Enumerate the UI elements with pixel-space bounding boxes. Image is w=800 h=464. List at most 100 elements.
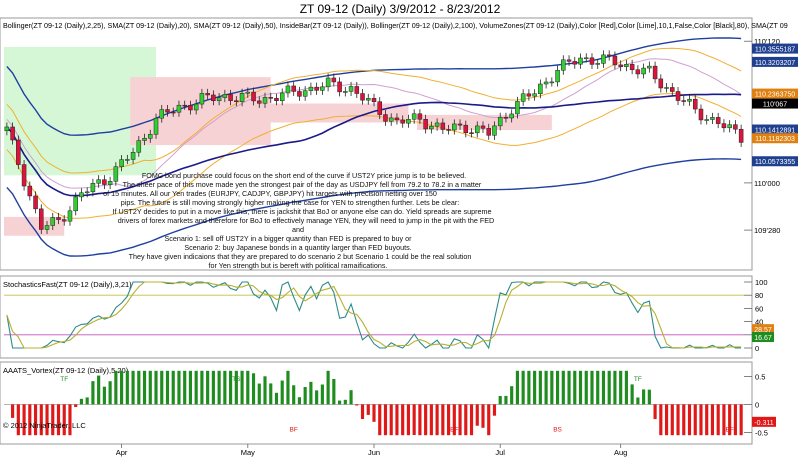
vortex-marker: BF [290,426,298,433]
stochastics-k-line [6,281,742,350]
candle-body [463,124,469,133]
annotation-line: of 15 minutes. All our Yen trades (EURJP… [103,189,437,198]
candle-body [268,97,274,99]
candle-body [532,93,537,97]
indicator-lines [6,37,742,257]
candle-body [56,217,61,220]
candle-body [61,219,67,222]
vortex-marker: BF [450,426,458,433]
candle-body [193,103,199,111]
candle-body [84,191,90,194]
candle-body [10,126,15,141]
volume-zone [4,216,65,236]
vortex-value-label: -0.311 [754,420,773,427]
candle-body [515,101,520,115]
candle-body [727,124,732,129]
price-tag-label: 110.3555187 [755,47,795,54]
price-panel: Bollinger(ZT 09-12 (Daily),2,25), SMA(ZT… [0,17,798,271]
volume-zones [4,46,552,236]
price-tag-label: 110.1182303 [755,136,795,143]
candle-body [411,113,417,120]
price-tick-label: 110'000 [754,179,780,188]
candle-body [216,97,222,101]
candle-body [50,217,56,226]
candle-body [555,70,560,83]
annotation-line: pips. The future is still moving strongl… [121,198,460,207]
candle-body [337,81,342,93]
candle-body [595,63,600,65]
time-tick-label: Aug [614,448,627,457]
candle-body [509,113,514,119]
stochastics-tick-label: 40 [755,318,763,327]
candle-body [721,123,727,129]
candle-body [228,94,233,101]
candle-body [354,86,360,94]
sma-20-line [6,58,742,189]
price-tags: 110.3555187 110.3203207 110.2363750 110'067… [752,43,798,167]
price-tag-label: 110.1412891 [755,128,795,135]
candle-body [234,100,239,102]
candle-body [314,86,319,91]
price-tag [752,43,798,54]
candle-body [274,98,279,102]
stochastics-title: StochasticsFast(ZT 09-12 (Daily),3,21) [3,280,132,289]
candle-body [561,59,566,71]
price-tag [752,133,798,144]
candle-body [331,77,337,83]
vortex-marker: TF [634,376,642,383]
candle-body [503,117,509,119]
vortex-panel: AAATS_Vortex(ZT 09-12 (Daily),5,20) TF TS… [0,361,776,445]
vortex-tick-label: -0.5 [755,428,768,437]
price-tag [752,56,798,67]
vortex-tick-label: 0.5 [755,372,765,381]
vortex-tick-label: 0 [755,400,759,409]
candle-body [388,117,394,122]
annotation-text: FOMC bond purchase could focus on the sh… [103,171,494,270]
candle-body [377,101,382,115]
candle-body [383,114,388,122]
candle-body [308,86,314,91]
candle-body [446,129,451,131]
candle-body [641,67,646,75]
candle-body [612,55,618,66]
price-tick-label: 110'120 [754,37,780,46]
candle-body [211,94,216,101]
price-tag [752,88,798,99]
candle-body [434,122,440,127]
candle-body [704,119,709,121]
annotation-line: They have given indicaions that they are… [129,252,472,261]
candle-body [366,98,371,101]
price-tag-label: 110.0573355 [755,159,795,166]
candle-body [497,117,503,127]
price-tag-label: 110'067 [763,102,787,109]
price-tag-label: 110.2363750 [755,92,795,99]
candle-body [113,166,119,182]
time-axis: Apr May Jun Jul Aug [116,444,627,457]
candle-body [520,93,526,102]
annotation-line: and [292,225,304,234]
candle-body [148,134,153,139]
volume-zone [417,114,552,130]
annotation-line: If UST2Y decides to put in a move like t… [112,207,491,216]
candle-body [480,125,486,129]
title-bar [0,0,800,17]
vortex-marker: BF [726,426,734,433]
price-axis: 110'120 110'000 109'280 [744,37,780,235]
volume-zone [130,77,271,146]
candle-body [417,113,423,120]
candle-body [96,179,101,184]
candle-body [452,123,457,131]
candle-body [44,225,50,230]
candle-body [360,93,365,101]
annotation-line: drivers of forex markets and therefore f… [118,216,494,225]
candle-body [67,210,73,222]
candle-body [589,57,595,65]
candle-body [566,59,572,62]
candle-body [297,91,302,97]
candle-body [90,182,96,193]
candle-body [652,65,658,80]
annotation-line: FOMC bond purchase could focus on the sh… [142,171,466,180]
price-tag [752,124,798,135]
annotation-line: The sheer pace of this move made yen the… [123,180,482,189]
candle-body [251,91,256,102]
